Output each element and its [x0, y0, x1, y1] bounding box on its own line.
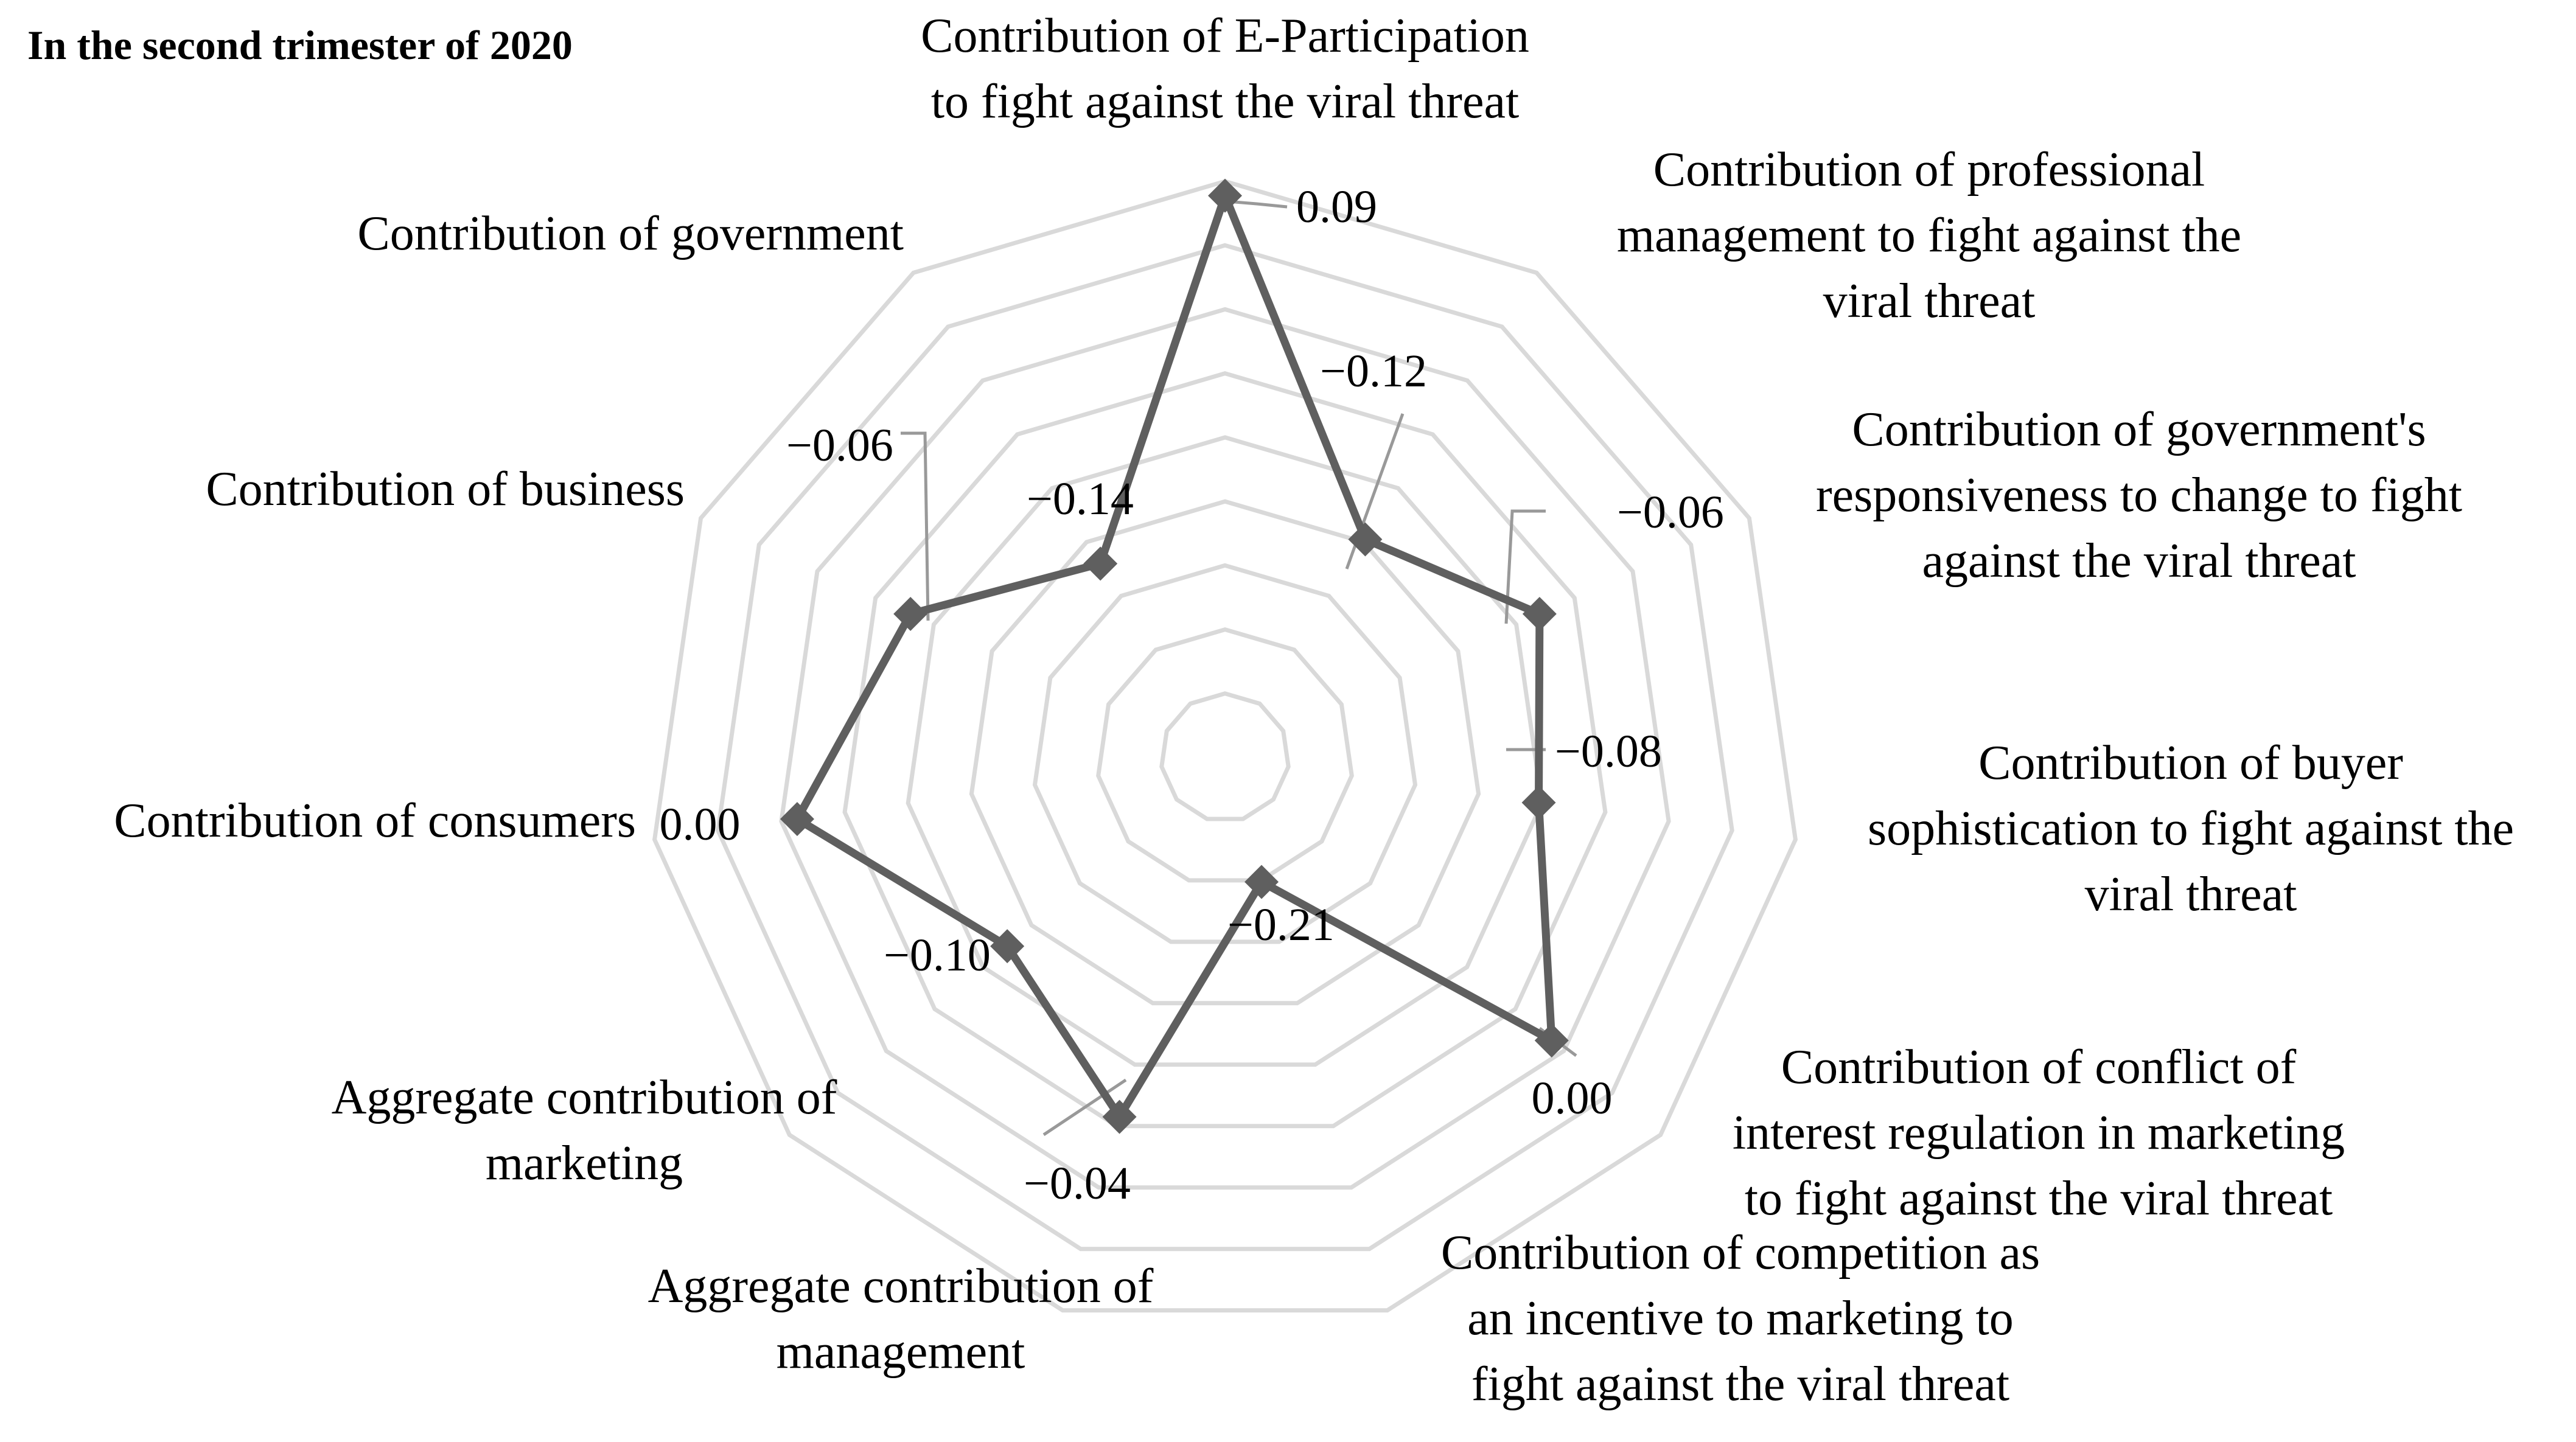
- data-point-marker: [1521, 785, 1556, 820]
- grid-ring: [716, 243, 1734, 1252]
- data-point-marker: [990, 929, 1025, 964]
- value-label: −0.04: [1024, 1158, 1131, 1209]
- data-point-marker: [1534, 1023, 1569, 1058]
- category-label-line: Contribution of government: [357, 207, 904, 260]
- category-label-line: marketing: [486, 1137, 683, 1190]
- series-polygon: [793, 192, 1556, 1121]
- category-labels: Contribution of E-Participation to fight …: [114, 9, 2514, 1411]
- value-label: −0.14: [1027, 473, 1134, 524]
- data-point-marker: [1244, 865, 1279, 899]
- category-label-line: Contribution of consumers: [114, 794, 636, 848]
- grid-ring: [779, 307, 1671, 1190]
- data-point-marker: [1083, 546, 1118, 581]
- category-label: Contribution of E-Participation to fight …: [921, 9, 1529, 128]
- value-label: −0.21: [1227, 899, 1335, 950]
- data-point-marker: [1348, 522, 1383, 557]
- category-label-line: viral threat: [1823, 274, 2036, 328]
- category-label-line: Contribution of E-Participation: [921, 9, 1529, 63]
- category-label-line: against the viral threat: [1922, 534, 2356, 588]
- value-label: −0.12: [1320, 346, 1427, 397]
- category-label-line: management: [777, 1325, 1025, 1379]
- value-label: 0.00: [660, 799, 741, 850]
- category-label-line: sophistication to fight against the: [1868, 802, 2514, 855]
- category-label: Contribution of buyer sophistication to f…: [1868, 736, 2514, 921]
- grid-ring: [1159, 691, 1291, 821]
- category-label: Contribution of government: [357, 207, 904, 260]
- leader-line: [1504, 509, 1546, 624]
- value-label: 0.00: [1532, 1073, 1613, 1124]
- grid-ring: [842, 371, 1608, 1129]
- category-label: Contribution of consumers: [114, 794, 636, 848]
- category-label-line: viral threat: [2085, 868, 2297, 921]
- category-label-line: Contribution of competition as: [1441, 1226, 2040, 1280]
- category-label: Contribution of conflict of interest regu…: [1733, 1040, 2345, 1225]
- leader-line: [1042, 1078, 1127, 1137]
- category-label-line: Contribution of government's: [1852, 403, 2426, 456]
- data-point-marker: [893, 596, 928, 631]
- data-point-marker: [780, 802, 814, 837]
- value-label: −0.08: [1555, 726, 1662, 777]
- category-label-line: Aggregate contribution of: [648, 1259, 1154, 1313]
- category-label: Contribution of professional management t…: [1617, 143, 2241, 328]
- grid-ring: [906, 435, 1545, 1067]
- chart-title: In the second trimester of 2020: [27, 22, 573, 68]
- data-point-marker: [1102, 1099, 1137, 1134]
- category-label-line: to fight against the viral threat: [1745, 1172, 2333, 1225]
- data-point-marker: [1208, 178, 1242, 213]
- category-label-line: management to fight against the: [1617, 209, 2241, 262]
- grid-ring: [969, 499, 1481, 1006]
- category-label-line: an incentive to marketing to: [1467, 1292, 2014, 1345]
- leader-line: [901, 431, 930, 621]
- category-label-line: Contribution of business: [206, 462, 685, 516]
- category-label-line: Contribution of professional: [1653, 143, 2205, 197]
- grid-ring: [1032, 563, 1418, 944]
- category-label: Aggregate contribution of marketing: [332, 1071, 837, 1190]
- category-label-line: fight against the viral threat: [1471, 1357, 2009, 1411]
- data-point-marker: [1522, 596, 1557, 631]
- value-label: −0.06: [786, 420, 893, 471]
- category-label: Contribution of business: [206, 462, 685, 516]
- category-label: Contribution of competition as an incenti…: [1441, 1226, 2040, 1411]
- grid-ring: [1096, 627, 1354, 883]
- category-label-line: interest regulation in marketing: [1733, 1106, 2345, 1160]
- category-label-line: Contribution of conflict of: [1781, 1040, 2297, 1094]
- value-label: −0.06: [1617, 487, 1724, 538]
- value-label: −0.10: [884, 930, 991, 981]
- category-label: Aggregate contribution of management: [648, 1259, 1154, 1379]
- category-label-line: Contribution of buyer: [1978, 736, 2403, 790]
- category-label: Contribution of government's responsivene…: [1816, 403, 2462, 588]
- category-label-line: to fight against the viral threat: [931, 75, 1519, 128]
- category-label-line: responsiveness to change to fight: [1816, 468, 2462, 522]
- grid-ring: [652, 179, 1798, 1313]
- series-line: [793, 192, 1556, 1121]
- value-label: 0.09: [1296, 181, 1377, 232]
- series-markers: [780, 178, 1569, 1134]
- value-labels: 0.09 −0.12 −0.06 −0.08 0.00 −0.21 −0.04 −0.10 0.…: [660, 181, 1724, 1209]
- category-label-line: Aggregate contribution of: [332, 1071, 837, 1124]
